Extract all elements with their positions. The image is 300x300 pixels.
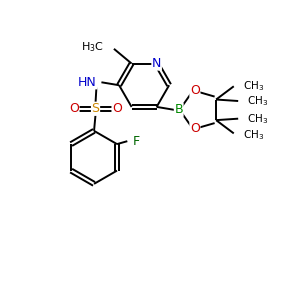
Text: CH$_3$: CH$_3$ [247,112,268,126]
Text: CH$_3$: CH$_3$ [243,128,264,142]
Text: N: N [152,57,161,70]
Text: HN: HN [78,76,97,89]
Text: O: O [112,102,122,115]
Text: H$_3$C: H$_3$C [81,40,103,54]
Text: B: B [174,103,183,116]
Text: O: O [190,122,200,136]
Text: F: F [133,135,140,148]
Text: CH$_3$: CH$_3$ [247,94,268,108]
Text: O: O [69,102,79,115]
Text: O: O [190,84,200,97]
Text: CH$_3$: CH$_3$ [243,80,264,93]
Text: S: S [92,102,100,115]
